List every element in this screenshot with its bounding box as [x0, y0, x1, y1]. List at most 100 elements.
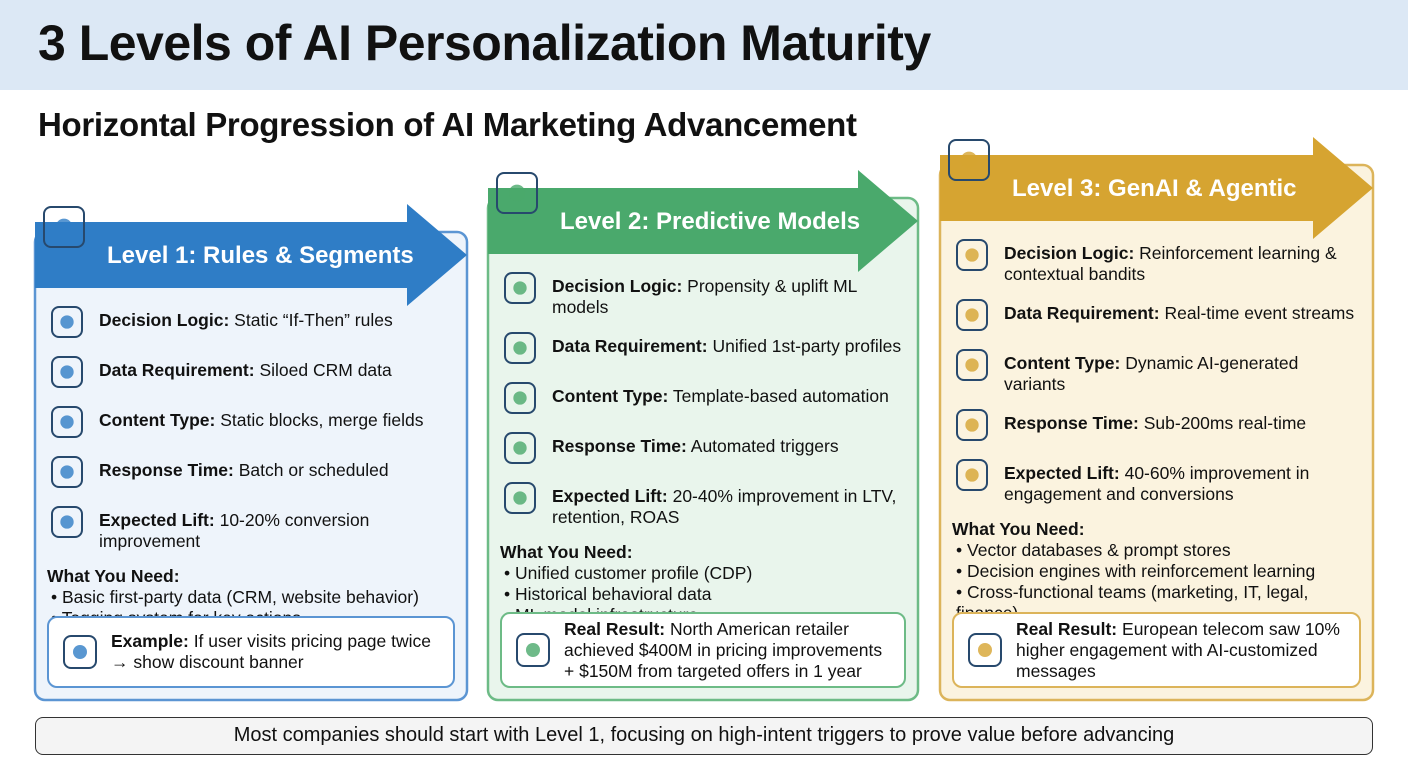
icon — [968, 633, 1002, 667]
detail-row: Response Time: Batch or scheduled — [47, 452, 455, 492]
need-item: • Historical behavioral data — [504, 584, 712, 604]
icon-dot — [960, 151, 978, 169]
detail-value: Static blocks, merge fields — [220, 410, 424, 430]
detail-value: Static “If-Then” rules — [234, 310, 393, 330]
icon-dot — [965, 468, 979, 482]
icon-shape — [504, 272, 536, 304]
detail-value: 20-40% improvement in LTV, retention, RO… — [552, 486, 897, 527]
icon-dot — [60, 465, 74, 479]
icon — [51, 456, 83, 488]
detail-text: Decision Logic: Static “If-Then” rules — [99, 302, 393, 331]
icon-shape — [496, 172, 538, 214]
icon-shape — [51, 406, 83, 438]
icon-dot — [513, 281, 527, 295]
icon — [51, 406, 83, 438]
detail-row: Response Time: Automated triggers — [500, 428, 906, 468]
level-arrow — [488, 170, 918, 272]
callout-box: Real Result: European telecom saw 10% hi… — [952, 612, 1361, 688]
detail-label: Expected Lift: — [552, 486, 668, 506]
icon-shape — [51, 306, 83, 338]
detail-value: 40-60% improvement in engagement and con… — [1004, 463, 1310, 504]
level-arrow — [940, 137, 1373, 239]
need-text: Basic first-party data (CRM, website beh… — [62, 587, 419, 607]
icon — [496, 172, 538, 214]
detail-text: Content Type: Template-based automation — [552, 378, 889, 407]
header-band — [0, 0, 1408, 90]
detail-row: Data Requirement: Siloed CRM data — [47, 352, 455, 392]
icon-dot — [965, 308, 979, 322]
callout-box: Real Result: North American retailer ach… — [500, 612, 906, 688]
detail-text: Content Type: Dynamic AI-generated varia… — [1004, 345, 1361, 395]
detail-value: Unified 1st-party profiles — [712, 336, 902, 356]
detail-row: Decision Logic: Reinforcement learning &… — [952, 235, 1361, 285]
detail-value: Batch or scheduled — [238, 460, 389, 480]
detail-label: Content Type: — [552, 386, 669, 406]
need-item: • Basic first-party data (CRM, website b… — [51, 587, 419, 607]
detail-text: Data Requirement: Siloed CRM data — [99, 352, 392, 381]
detail-label: Content Type: — [99, 410, 216, 430]
icon-shape — [956, 299, 988, 331]
detail-value: Real-time event streams — [1164, 303, 1355, 323]
detail-value: Template-based automation — [672, 386, 889, 406]
callout-label: Real Result: — [564, 618, 666, 639]
icon — [516, 633, 550, 667]
detail-label: Data Requirement: — [1004, 303, 1160, 323]
icon-dot — [513, 441, 527, 455]
icon-shape — [51, 456, 83, 488]
icon-shape — [948, 139, 990, 181]
callout-label: Real Result: — [1016, 618, 1118, 639]
footer-note: Most companies should start with Level 1… — [35, 717, 1373, 755]
detail-text: Response Time: Sub-200ms real-time — [1004, 405, 1306, 434]
icon-shape — [51, 356, 83, 388]
detail-text: Response Time: Batch or scheduled — [99, 452, 389, 481]
detail-label: Response Time: — [1004, 413, 1139, 433]
needs-title: What You Need: — [47, 566, 180, 586]
icon-dot — [513, 341, 527, 355]
icon — [43, 206, 85, 248]
icon-shape — [51, 506, 83, 538]
icon — [504, 272, 536, 304]
icon-dot — [60, 365, 74, 379]
icon-dot — [965, 418, 979, 432]
callout-text: Example: If user visits pricing page twi… — [111, 631, 443, 673]
needs-title: What You Need: — [500, 542, 633, 562]
callout-value: European telecom saw 10% higher engageme… — [1016, 618, 1340, 681]
detail-value: Sub-200ms real-time — [1143, 413, 1307, 433]
detail-row: Content Type: Static blocks, merge field… — [47, 402, 455, 442]
icon-dot — [978, 643, 992, 657]
icon-dot — [526, 643, 540, 657]
detail-text: Expected Lift: 10-20% conversion improve… — [99, 502, 455, 552]
needs-title: What You Need: — [952, 519, 1085, 539]
detail-text: Expected Lift: 40-60% improvement in eng… — [1004, 455, 1361, 505]
need-item: • Unified customer profile (CDP) — [504, 563, 753, 583]
detail-text: Expected Lift: 20-40% improvement in LTV… — [552, 478, 906, 528]
detail-row: Data Requirement: Real-time event stream… — [952, 295, 1361, 335]
detail-text: Content Type: Static blocks, merge field… — [99, 402, 424, 431]
need-text: Unified customer profile (CDP) — [515, 563, 753, 583]
need-item: • Vector databases & prompt stores — [956, 540, 1231, 560]
icon — [504, 382, 536, 414]
icon-shape — [516, 633, 550, 667]
icon-dot — [60, 315, 74, 329]
icon-shape — [504, 382, 536, 414]
level-title: Level 1: Rules & Segments — [107, 242, 414, 269]
detail-label: Expected Lift: — [99, 510, 215, 530]
detail-row: Response Time: Sub-200ms real-time — [952, 405, 1361, 445]
icon-shape — [956, 349, 988, 381]
detail-row: Expected Lift: 20-40% improvement in LTV… — [500, 478, 906, 528]
detail-value: Automated triggers — [690, 436, 839, 456]
icon-shape — [968, 633, 1002, 667]
icon — [956, 409, 988, 441]
callout-value: North American retailer achieved $400M i… — [564, 618, 883, 681]
detail-value: Reinforcement learning & contextual band… — [1004, 243, 1337, 284]
detail-text: Data Requirement: Unified 1st-party prof… — [552, 328, 901, 357]
detail-label: Content Type: — [1004, 353, 1121, 373]
icon-dot — [965, 358, 979, 372]
icon — [956, 299, 988, 331]
icon-dot — [60, 515, 74, 529]
detail-row: Expected Lift: 10-20% conversion improve… — [47, 502, 455, 552]
detail-label: Response Time: — [99, 460, 234, 480]
detail-value: Siloed CRM data — [259, 360, 392, 380]
